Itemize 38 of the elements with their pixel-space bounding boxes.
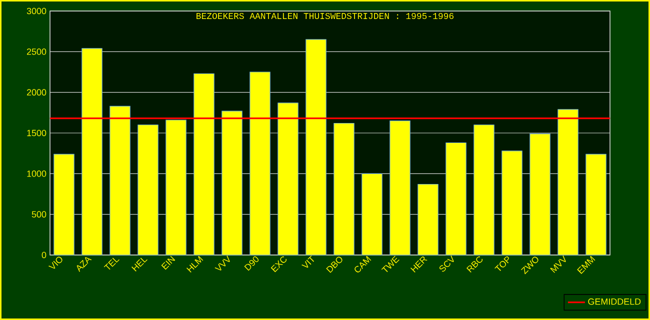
bar — [418, 184, 438, 256]
x-tick-label: D90 — [244, 256, 259, 271]
bar — [278, 102, 298, 256]
y-tick-label: 2000 — [26, 89, 46, 96]
bar — [306, 39, 326, 256]
x-tick-label: EIN — [161, 256, 176, 270]
legend-label: GEMIDDELD — [588, 298, 641, 305]
bar — [446, 142, 466, 256]
y-tick-label: 2500 — [26, 48, 46, 55]
x-tick-label: TOP — [494, 256, 509, 271]
y-tick-label: 500 — [32, 211, 46, 218]
y-tick-label: 1000 — [27, 170, 46, 177]
bar — [54, 154, 74, 256]
bar — [502, 150, 522, 256]
bar — [138, 124, 158, 256]
y-tick-label: 0 — [42, 252, 46, 258]
bar — [82, 48, 102, 256]
bar — [586, 154, 606, 256]
y-tick-label: 3000 — [26, 8, 46, 14]
x-tick-label: HEL — [132, 258, 148, 272]
bar — [334, 122, 354, 256]
bar — [166, 120, 186, 256]
x-tick-label: VIT — [302, 255, 314, 268]
bar — [110, 106, 130, 256]
chart-title: BEZOEKERS AANTALLEN THUISWEDSTRIJDEN : 1995-1996 — [196, 12, 454, 20]
bar — [250, 72, 270, 256]
bar — [558, 109, 578, 256]
x-tick-label: TEL — [104, 258, 120, 270]
bar — [362, 173, 382, 256]
y-tick-label: 1500 — [27, 130, 46, 136]
bar — [390, 120, 410, 256]
bar — [530, 134, 550, 256]
x-tick-label: AZA — [76, 257, 92, 272]
x-tick-label: VVV — [214, 255, 230, 271]
bar — [194, 73, 214, 256]
bar — [222, 110, 242, 256]
x-tick-label: VIO — [48, 256, 62, 269]
bar — [474, 124, 494, 256]
